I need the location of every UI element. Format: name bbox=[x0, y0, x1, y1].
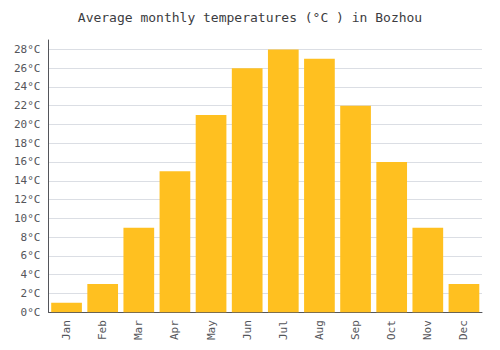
svg-text:Oct: Oct bbox=[385, 320, 398, 340]
svg-text:Jan: Jan bbox=[60, 320, 73, 340]
svg-text:2°C: 2°C bbox=[21, 287, 41, 300]
svg-text:Nov: Nov bbox=[421, 320, 434, 340]
svg-text:22°C: 22°C bbox=[14, 99, 41, 112]
svg-text:Jul: Jul bbox=[277, 320, 290, 340]
svg-text:8°C: 8°C bbox=[21, 231, 41, 244]
svg-text:24°C: 24°C bbox=[14, 80, 41, 93]
svg-text:Mar: Mar bbox=[132, 320, 145, 340]
svg-text:26°C: 26°C bbox=[14, 62, 41, 75]
svg-text:14°C: 14°C bbox=[14, 174, 41, 187]
svg-text:18°C: 18°C bbox=[14, 137, 41, 150]
svg-text:Feb: Feb bbox=[96, 320, 109, 340]
svg-text:20°C: 20°C bbox=[14, 118, 41, 131]
svg-text:16°C: 16°C bbox=[14, 155, 41, 168]
svg-text:May: May bbox=[205, 320, 218, 340]
svg-text:6°C: 6°C bbox=[21, 249, 41, 262]
svg-text:Dec: Dec bbox=[457, 320, 470, 340]
svg-text:12°C: 12°C bbox=[14, 193, 41, 206]
svg-text:Sep: Sep bbox=[349, 320, 362, 340]
svg-text:4°C: 4°C bbox=[21, 268, 41, 281]
svg-text:10°C: 10°C bbox=[14, 212, 41, 225]
svg-text:0°C: 0°C bbox=[21, 306, 41, 319]
svg-text:Average monthly temperatures (: Average monthly temperatures (°C ) in Bo… bbox=[78, 10, 422, 25]
svg-text:Apr: Apr bbox=[168, 320, 181, 340]
svg-text:Aug: Aug bbox=[313, 320, 326, 340]
svg-text:28°C: 28°C bbox=[14, 43, 41, 56]
svg-text:Jun: Jun bbox=[241, 320, 254, 340]
